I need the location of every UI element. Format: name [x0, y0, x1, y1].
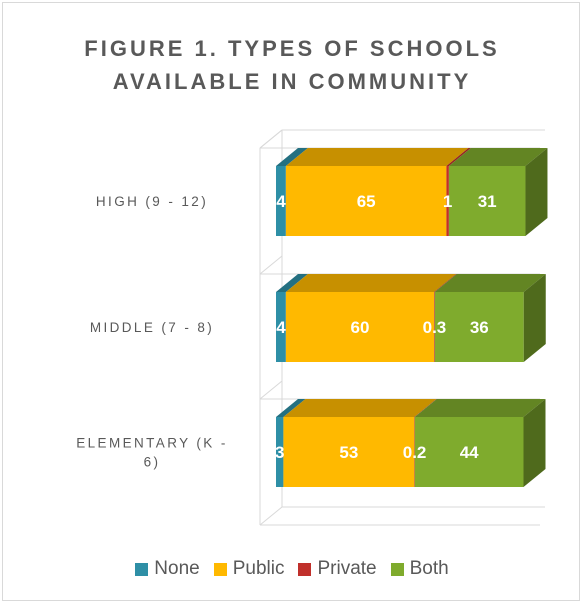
legend-swatch	[298, 563, 311, 576]
bar-segment-public	[286, 148, 469, 236]
bar-top-face	[286, 274, 456, 292]
legend-item-public: Public	[214, 558, 285, 580]
data-label: 53	[339, 443, 358, 462]
legend-swatch	[135, 563, 148, 576]
data-label: 4	[276, 318, 286, 337]
data-label: 36	[470, 318, 489, 337]
legend-item-private: Private	[298, 558, 376, 580]
bar-top-face	[283, 399, 436, 417]
legend-item-both: Both	[391, 558, 449, 580]
floor-diagonal	[260, 130, 282, 148]
legend-swatch	[214, 563, 227, 576]
legend-item-none: None	[135, 558, 199, 580]
floor-diagonal	[260, 256, 282, 274]
bar-top-face	[415, 399, 546, 417]
floor-diagonal	[260, 507, 282, 525]
category-label: MIDDLE (7 - 8)	[90, 320, 214, 335]
category-label: HIGH (9 - 12)	[96, 194, 208, 209]
data-label: 0.2	[403, 443, 427, 462]
data-label: 0.3	[423, 318, 447, 337]
category-labels: HIGH (9 - 12) MIDDLE (7 - 8) ELEMENTARY (K…	[76, 194, 228, 470]
data-label: 60	[351, 318, 370, 337]
data-label: 1	[443, 192, 452, 211]
legend-label: Both	[410, 558, 449, 580]
category-label: ELEMENTARY (K -	[76, 436, 228, 451]
data-label: 31	[478, 192, 497, 211]
data-label: 65	[357, 192, 376, 211]
data-label: 3	[275, 443, 284, 462]
legend-swatch	[391, 563, 404, 576]
chart-bars	[276, 148, 547, 487]
data-label: 44	[460, 443, 479, 462]
legend-label: None	[154, 558, 199, 580]
category-label: 6)	[144, 455, 161, 470]
legend-label: Private	[317, 558, 376, 580]
data-label: 4	[276, 192, 286, 211]
floor-diagonal	[260, 381, 282, 399]
chart-legend: None Public Private Both	[0, 556, 584, 582]
legend-label: Public	[233, 558, 285, 580]
bar-top-face	[286, 148, 469, 166]
